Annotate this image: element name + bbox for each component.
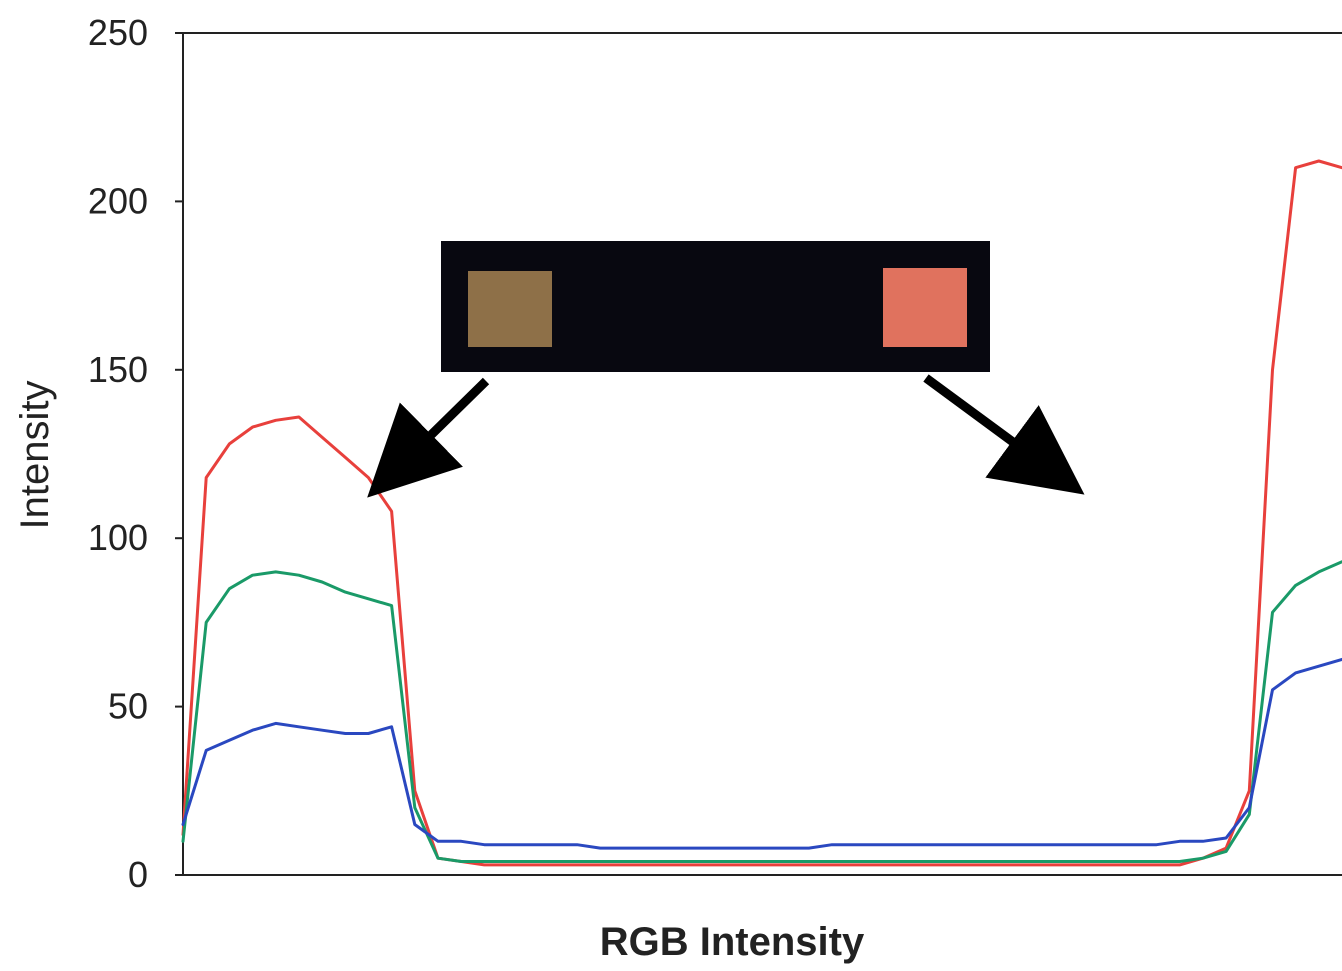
axes-layer [182,32,1342,876]
y-tick-label: 250 [88,12,148,53]
right-swatch [883,268,967,347]
y-tick-label: 0 [128,854,148,895]
right-arrow [923,374,1085,495]
left-swatch [468,271,552,347]
x-axis-title: RGB Intensity [600,920,865,964]
y-tick-label: 100 [88,517,148,558]
series-line-2 [181,560,1342,863]
series-line-3 [181,657,1342,850]
y-ticks: 0 50 100 150 200 250 [88,12,183,895]
y-tick-label: 150 [88,349,148,390]
inset-image [441,241,990,372]
y-tick-label: 50 [108,686,148,727]
arrows-layer [367,374,1085,498]
y-tick-label: 200 [88,180,148,221]
left-arrow [367,377,490,498]
y-axis-title: Intensity [13,381,57,530]
